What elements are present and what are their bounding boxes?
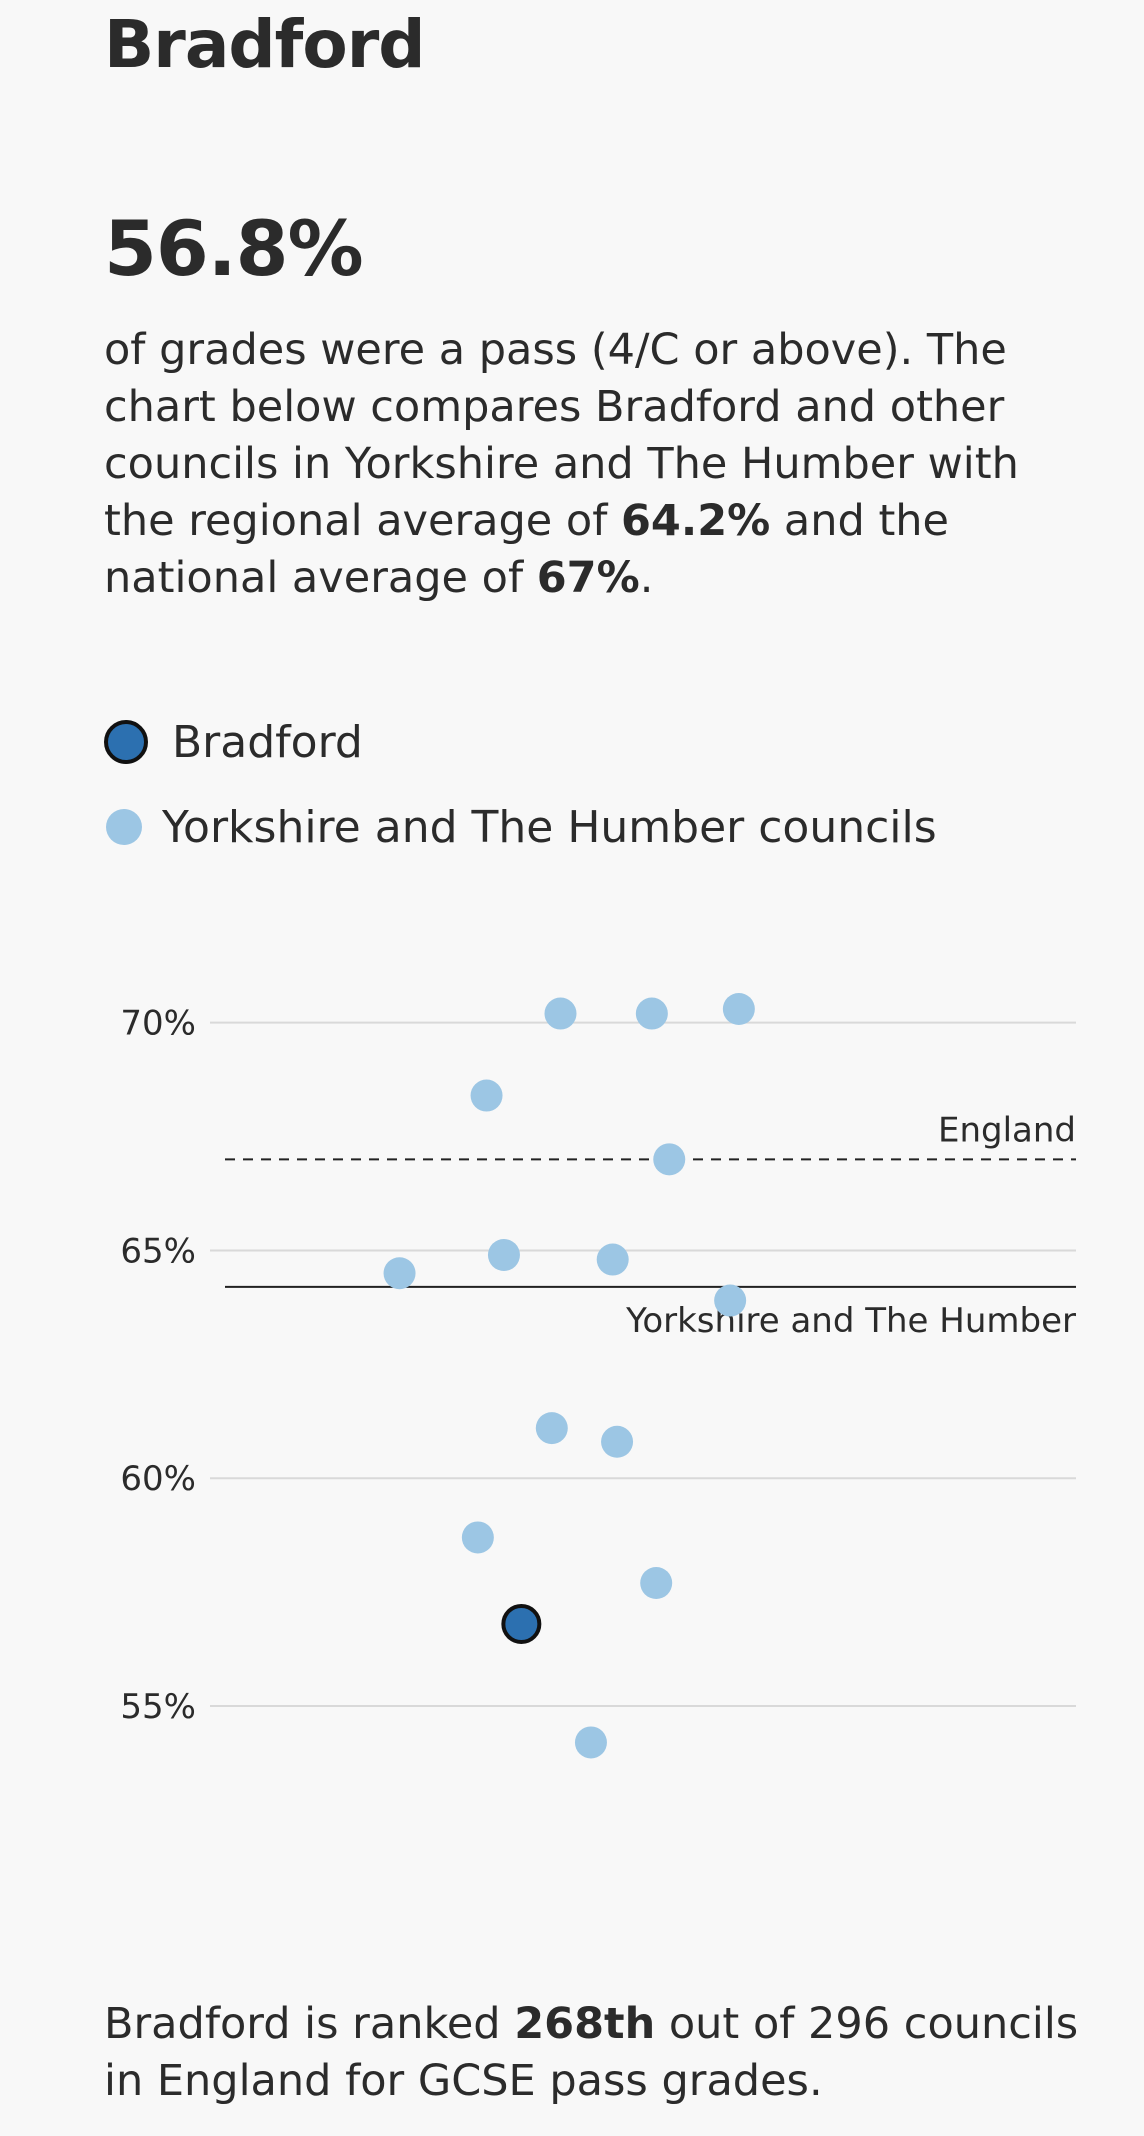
legend-dot-region-icon — [106, 809, 142, 845]
y-tick-label-60: 60% — [120, 1459, 196, 1499]
dot-council-11 — [461, 1521, 494, 1554]
legend-label-region-councils: Yorkshire and The Humber councils — [162, 801, 937, 853]
dot-council-12 — [640, 1567, 673, 1599]
dot-council-3 — [470, 1079, 503, 1112]
ranking-text-1: Bradford is ranked — [104, 1999, 515, 2049]
legend-item-bradford: Bradford — [104, 712, 937, 772]
dot-council-6 — [487, 1239, 520, 1271]
dot-council-7 — [596, 1243, 629, 1276]
description-text-1: of grades were a pass (4/C or above). Th… — [104, 325, 1019, 546]
ranking-value: 268th — [514, 1999, 656, 2049]
ranking-text-2: out of 296 councils in England for GCSE … — [104, 1999, 1079, 2106]
description-paragraph: of grades were a pass (4/C or above). Th… — [104, 322, 1064, 607]
y-tick-label-55: 55% — [120, 1687, 196, 1727]
legend-item-region-councils: Yorkshire and The Humber councils — [104, 797, 937, 857]
description-text-3: . — [639, 553, 654, 603]
england-reference-label: England — [938, 1110, 1076, 1150]
dot-council-4 — [653, 1143, 686, 1176]
dot-bradford — [501, 1604, 542, 1644]
dot-council-2 — [722, 993, 755, 1025]
dot-council-8 — [714, 1284, 747, 1317]
region-reference-label: Yorkshire and The Humber — [625, 1301, 1076, 1341]
y-tick-label-70: 70% — [120, 1004, 196, 1044]
chart-legend: Bradford Yorkshire and The Humber counci… — [104, 712, 937, 882]
dot-council-0 — [544, 997, 577, 1030]
legend-dot-bradford-icon — [104, 720, 148, 764]
regional-average-value: 64.2% — [621, 496, 771, 546]
description-text-2: and the national average of — [104, 496, 950, 603]
national-average-value: 67% — [536, 553, 640, 603]
dot-council-5 — [383, 1257, 416, 1290]
dot-council-9 — [535, 1412, 568, 1445]
y-tick-label-65: 65% — [120, 1231, 196, 1271]
pass-rate-headline: 56.8% — [104, 204, 364, 293]
legend-label-bradford: Bradford — [172, 716, 363, 768]
dot-council-1 — [635, 997, 668, 1030]
dot-chart: 70% 65% 60% 55% England Yorkshire and The Hum… — [120, 993, 1076, 1759]
dot-council-10 — [601, 1425, 634, 1458]
area-title: Bradford — [104, 6, 425, 83]
dot-council-13 — [574, 1726, 607, 1759]
ranking-paragraph: Bradford is ranked 268th out of 296 coun… — [104, 1996, 1104, 2110]
